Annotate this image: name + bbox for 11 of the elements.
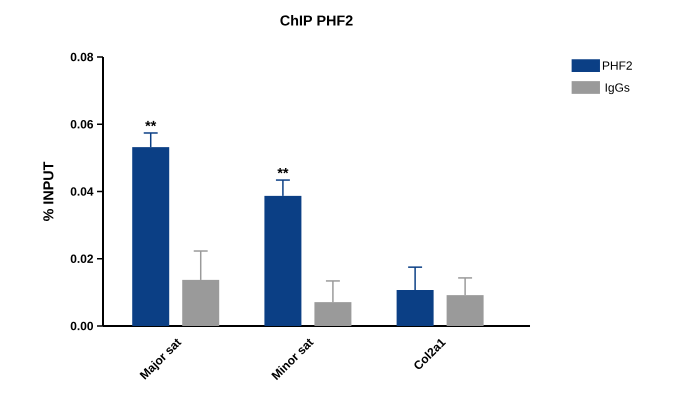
y-tick-label: 0.02	[70, 254, 94, 263]
y-tick-label: 0.06	[70, 120, 94, 128]
annotation: **	[145, 120, 156, 126]
legend-label: PHF2	[602, 61, 632, 70]
y-tick-label: 0.00	[70, 322, 94, 330]
y-tick-label: 0.08	[70, 52, 94, 62]
y-axis-title: % INPUT	[43, 162, 54, 222]
legend-label: IgGs	[606, 83, 630, 94]
annotation: **	[277, 168, 288, 174]
y-tick-label: 0.04	[70, 187, 94, 196]
chart-title: ChIP PHF2	[280, 15, 353, 26]
